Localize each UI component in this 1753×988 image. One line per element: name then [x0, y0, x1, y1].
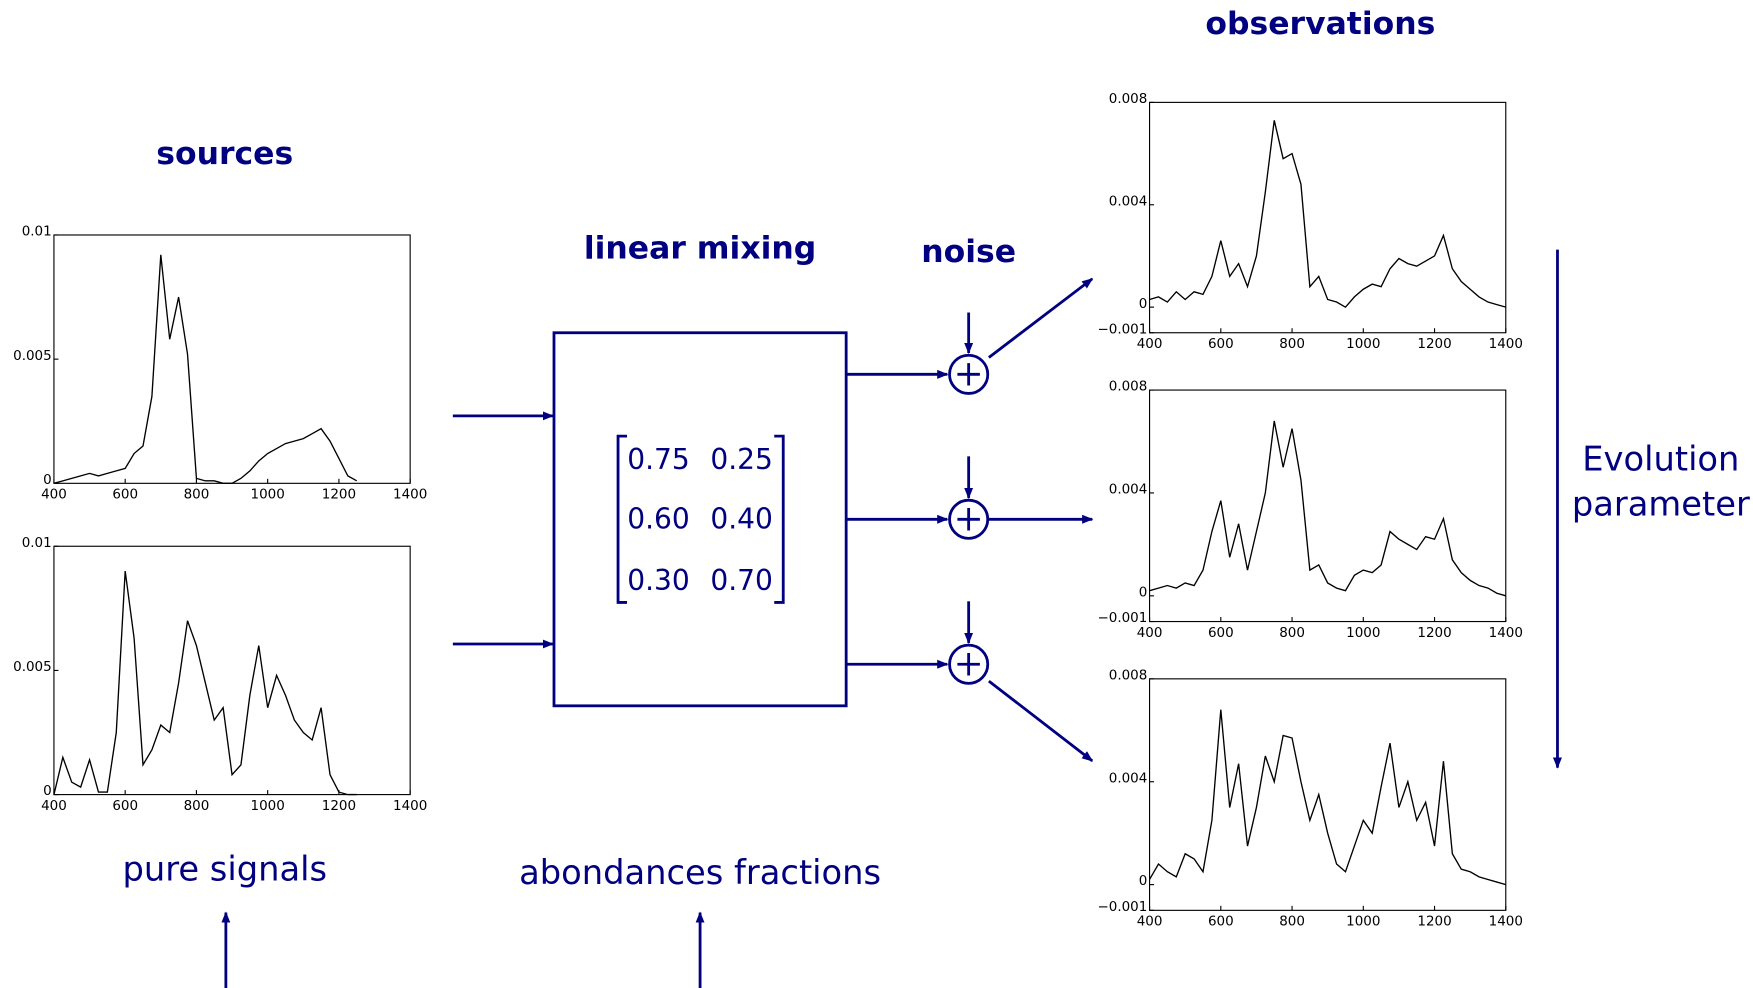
y-tick-label: 0.004: [1109, 482, 1148, 498]
spectrum-line: [53, 254, 358, 484]
y-tick-label: 0: [1139, 584, 1148, 600]
mixing-box: [552, 331, 848, 708]
x-tick-label: 800: [1279, 914, 1305, 930]
spectrum-line: [53, 570, 357, 796]
x-tick-label: 400: [1137, 914, 1163, 930]
x-tick-label: 1000: [1346, 336, 1380, 352]
y-tick-label: 0.004: [1109, 193, 1148, 209]
x-tick-label: 1400: [1489, 336, 1523, 352]
matrix-entry: 0.30: [627, 564, 690, 597]
x-tick-label: 1000: [251, 487, 285, 503]
x-tick-label: 600: [1208, 914, 1234, 930]
x-tick-label: 1400: [393, 798, 427, 814]
y-tick-label: −0.001: [1097, 321, 1147, 337]
x-tick-label: 600: [1208, 625, 1234, 641]
x-tick-label: 800: [184, 487, 210, 503]
mixing-title: linear mixing: [584, 231, 817, 267]
y-tick-label: 0.01: [22, 535, 52, 551]
y-tick-label: 0.01: [22, 224, 52, 240]
x-tick-label: 600: [1208, 336, 1234, 352]
evolution-label: Evolution: [1582, 439, 1739, 478]
spectrum-line: [1149, 420, 1506, 597]
y-tick-label: 0.008: [1109, 91, 1148, 107]
x-tick-label: 1000: [1346, 625, 1380, 641]
sum-node: [948, 643, 990, 685]
sum-node: [948, 353, 990, 395]
y-tick-label: 0: [43, 472, 52, 488]
y-tick-label: 0: [1139, 873, 1148, 889]
y-tick-label: 0.004: [1109, 770, 1148, 786]
spectrum-line: [1148, 709, 1506, 886]
x-tick-label: 600: [112, 487, 138, 503]
x-tick-label: 1400: [1489, 914, 1523, 930]
x-tick-label: 800: [1279, 625, 1305, 641]
x-tick-label: 1200: [322, 487, 356, 503]
matrix: 0.75 0.25 0.60 0.40 0.30 0.70: [627, 443, 773, 597]
arrow: [988, 679, 1094, 762]
sources-title: sources: [156, 136, 293, 172]
x-tick-label: 1200: [1417, 336, 1451, 352]
arrows: [221, 249, 1562, 988]
abundances-label: abondances fractions: [519, 853, 881, 892]
x-tick-label: 1200: [1417, 914, 1451, 930]
x-tick-label: 1000: [1346, 914, 1380, 930]
evolution-label: parameter: [1572, 484, 1750, 523]
x-tick-label: 800: [184, 798, 210, 814]
plot-frame: [53, 234, 411, 484]
plot-frame: [1149, 389, 1507, 623]
y-tick-label: 0.005: [13, 348, 52, 364]
matrix-entry: 0.70: [710, 564, 773, 597]
sum-node: [948, 498, 990, 540]
matrix-entry: 0.75: [627, 443, 690, 476]
y-tick-label: 0: [1139, 296, 1148, 312]
x-tick-label: 1200: [1417, 625, 1451, 641]
matrix-entry: 0.60: [627, 502, 690, 535]
x-tick-label: 600: [112, 798, 138, 814]
arrow: [988, 277, 1094, 359]
y-tick-label: −0.001: [1097, 899, 1147, 915]
x-tick-label: 800: [1279, 336, 1305, 352]
x-tick-label: 1400: [393, 487, 427, 503]
matrix-entry: 0.40: [710, 502, 773, 535]
x-tick-label: 1400: [1489, 625, 1523, 641]
matrix-entry: 0.25: [710, 443, 773, 476]
noise-title: noise: [921, 234, 1016, 270]
y-tick-label: 0.005: [13, 659, 52, 675]
charts: 400 600 800 1000 1200 1400 0 0.005 0.01 400 600 800…: [13, 91, 1523, 930]
x-tick-label: 400: [1137, 336, 1163, 352]
x-tick-label: 1000: [251, 798, 285, 814]
observations-title: observations: [1205, 6, 1435, 42]
pure-signals-label: pure signals: [122, 850, 327, 889]
plot-frame: [1149, 101, 1507, 334]
x-tick-label: 400: [41, 798, 67, 814]
y-tick-label: 0.008: [1109, 379, 1148, 395]
y-tick-label: 0: [43, 783, 52, 799]
matrix-bracket: [616, 434, 785, 604]
x-tick-label: 400: [41, 487, 67, 503]
y-tick-label: −0.001: [1097, 610, 1147, 626]
x-tick-label: 400: [1137, 625, 1163, 641]
spectrum-line: [1149, 120, 1506, 309]
y-tick-label: 0.008: [1109, 667, 1148, 683]
plot-frame: [53, 545, 411, 796]
plot-frame: [1149, 678, 1507, 911]
x-tick-label: 1200: [322, 798, 356, 814]
